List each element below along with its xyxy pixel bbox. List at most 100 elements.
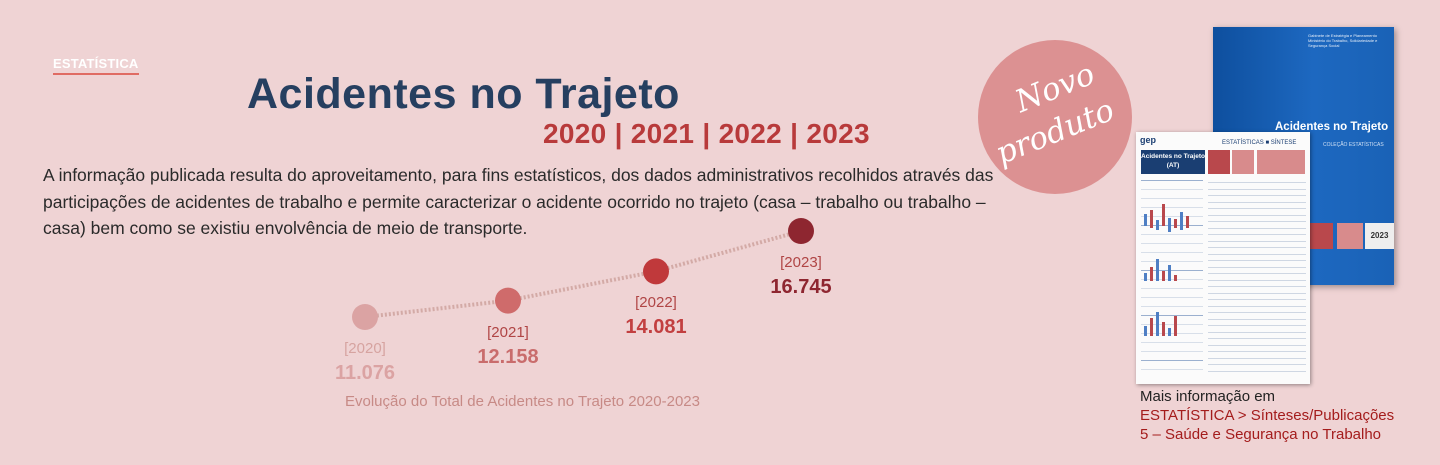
sheet-block-pink-wide: [1257, 150, 1305, 174]
sheet-preview-mark: [1150, 210, 1153, 228]
sheet-preview-mark: [1141, 315, 1203, 316]
sheet-preview-mark: [1208, 273, 1306, 274]
sheet-preview-mark: [1208, 279, 1306, 281]
sheet-preview-mark: [1141, 225, 1203, 226]
sheet-preview-mark: [1186, 216, 1189, 228]
sheet-preview-mark: [1141, 198, 1203, 199]
sheet-preview-mark: [1141, 234, 1203, 235]
sheet-preview-mark: [1208, 318, 1306, 320]
description-text: A informação publicada resulta do aprove…: [43, 165, 994, 238]
sheet-preview-mark: [1162, 322, 1165, 336]
timeline-segment: [507, 269, 657, 303]
sheet-preview-mark: [1141, 369, 1203, 370]
sheet-preview-mark: [1174, 275, 1177, 281]
sheet-preview-mark: [1208, 338, 1306, 339]
sheet-preview-mark: [1141, 324, 1203, 325]
cover-subtitle: COLEÇÃO ESTATÍSTICAS: [1323, 142, 1384, 148]
sheet-preview-mark: [1208, 292, 1306, 294]
gep-logo: gep: [1140, 135, 1157, 145]
sheet-preview-mark: [1162, 271, 1165, 281]
timeline-value-label: 12.158: [477, 345, 539, 368]
sheet-preview-mark: [1208, 331, 1306, 333]
sheet-preview-mark: [1208, 227, 1306, 229]
years-subtitle: 2020 | 2021 | 2022 | 2023: [543, 118, 870, 149]
sheet-preview-mark: [1141, 270, 1203, 271]
sheet-preview-mark: [1144, 326, 1147, 336]
timeline-value-label: 11.076: [334, 362, 396, 384]
timeline-year-label: [2022]: [635, 294, 677, 312]
cover-year: 2023: [1365, 223, 1394, 249]
sheet-block-pink: [1232, 150, 1254, 174]
sheet-preview-mark: [1208, 305, 1306, 307]
sheet-preview-mark: [1208, 370, 1306, 372]
sheet-preview-mark: [1141, 279, 1203, 280]
timeline-year-label: [2020]: [344, 340, 386, 357]
sheet-block-red: [1208, 150, 1230, 174]
sheet-preview-mark: [1208, 357, 1306, 359]
sheet-preview-mark: [1141, 189, 1203, 190]
sheet-preview-mark: [1144, 214, 1147, 226]
sheet-preview-mark: [1208, 299, 1306, 300]
sheet-preview-mark: [1208, 221, 1306, 222]
sheet-preview-mark: [1141, 216, 1203, 217]
timeline-segment: [364, 298, 509, 319]
sheet-preview-mark: [1208, 208, 1306, 209]
sheet-preview-mark: [1141, 342, 1203, 343]
cover-org: Gabinete de Estratégia e Planeamento Min…: [1308, 33, 1378, 48]
sheet-preview-mark: [1168, 218, 1171, 232]
sheet-preview-mark: [1141, 207, 1203, 208]
sheet-preview-mark: [1208, 188, 1306, 190]
sheet-preview-mark: [1174, 316, 1177, 336]
sheet-preview-mark: [1208, 240, 1306, 242]
sheet-preview-mark: [1208, 364, 1306, 365]
sheet-preview-mark: [1208, 351, 1306, 352]
sheet-preview-mark: [1208, 182, 1306, 183]
more-info-link-topic[interactable]: 5 – Saúde e Segurança no Trabalho: [1140, 426, 1382, 443]
timeline-chart: [352, 218, 814, 330]
sheet-preview-mark: [1208, 201, 1306, 203]
sheet-preview-mark: [1162, 204, 1165, 226]
sheet-title-box: Acidentes no Trajeto (AT): [1141, 150, 1205, 174]
sheet-preview-mark: [1150, 318, 1153, 336]
sheet-preview-mark: [1208, 195, 1306, 196]
sheet-preview-mark: [1141, 360, 1203, 361]
sheet-preview-mark: [1156, 259, 1159, 281]
cover-block-pink: [1337, 223, 1363, 249]
sheet-preview-mark: [1168, 328, 1171, 336]
sheet-preview-mark: [1141, 243, 1203, 244]
more-info-link-section[interactable]: ESTATÍSTICA > Sínteses/Publicações: [1140, 407, 1395, 424]
sheet-preview-mark: [1208, 286, 1306, 287]
timeline-year-label: [2021]: [487, 323, 529, 341]
sheet-preview-mark: [1208, 312, 1306, 313]
sheet-preview-mark: [1141, 261, 1203, 262]
timeline-dot-2: [643, 258, 669, 285]
timeline-connector: [364, 229, 802, 319]
cover-title: Acidentes no Trajeto: [1275, 121, 1389, 133]
more-info: Mais informação em ESTATÍSTICA > Síntese…: [1140, 387, 1394, 444]
sheet-preview-mark: [1141, 306, 1203, 307]
sheet-preview-mark: [1174, 219, 1177, 228]
publication-sheet[interactable]: gep ESTATÍSTICAS ■ SÍNTESE Acidentes no …: [1136, 132, 1310, 384]
sheet-preview-mark: [1141, 288, 1203, 289]
chart-caption: Evolução do Total de Acidentes no Trajet…: [345, 393, 700, 410]
sheet-preview-mark: [1208, 344, 1306, 346]
sheet-preview-mark: [1141, 297, 1203, 298]
sheet-preview-mark: [1208, 260, 1306, 261]
timeline-dot-3: [788, 218, 814, 244]
timeline-year-label: [2023]: [780, 254, 822, 271]
sheet-preview-mark: [1156, 312, 1159, 336]
timeline-segment: [655, 229, 802, 274]
timeline-dot-1: [495, 287, 521, 314]
sheet-preview-mark: [1208, 253, 1306, 255]
timeline-value-label: 16.745: [770, 276, 832, 298]
timeline-dot-0: [352, 304, 378, 330]
sheet-preview-mark: [1141, 351, 1203, 352]
sheet-preview-mark: [1156, 220, 1159, 230]
timeline-value-label: 14.081: [625, 316, 687, 339]
sheet-preview-mark: [1141, 180, 1203, 181]
sheet-preview-mark: [1141, 333, 1203, 334]
sheet-preview-mark: [1208, 234, 1306, 235]
sheet-preview-mark: [1144, 273, 1147, 281]
page-title: Acidentes no Trajeto: [247, 70, 680, 118]
section-tag[interactable]: ESTATÍSTICA: [53, 56, 139, 75]
